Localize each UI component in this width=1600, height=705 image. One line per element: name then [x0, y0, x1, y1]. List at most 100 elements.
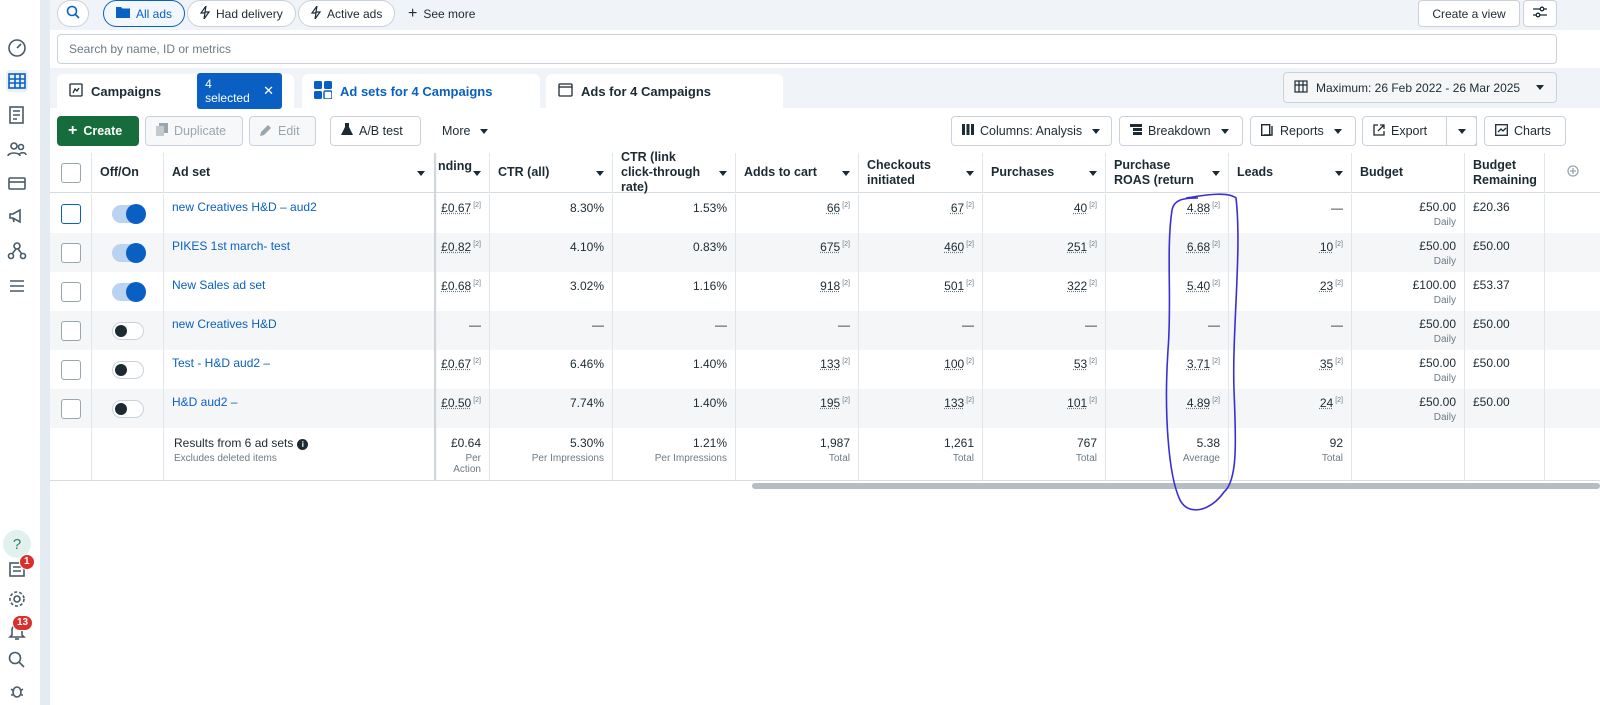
bug-report-icon[interactable]: [6, 680, 28, 702]
campaign-megaphone-icon[interactable]: [6, 205, 28, 227]
metric-value[interactable]: 4.89: [1186, 396, 1211, 410]
create-view-button[interactable]: Create a view: [1418, 0, 1520, 27]
billing-icon[interactable]: [6, 172, 28, 194]
view-settings-button[interactable]: [1523, 0, 1557, 27]
search-rail-icon[interactable]: [6, 649, 28, 671]
metric-value[interactable]: 501: [944, 279, 965, 293]
date-range-picker[interactable]: Maximum: 26 Feb 2022 - 26 Mar 2025: [1283, 72, 1557, 103]
tab-ads[interactable]: Ads for 4 Campaigns: [546, 74, 783, 108]
settings-gear-icon[interactable]: [6, 588, 28, 610]
header-checkouts-initiated[interactable]: Checkouts initiated: [859, 153, 983, 193]
budget-cell[interactable]: £50.00 Daily: [1352, 389, 1465, 428]
metric-value[interactable]: 35: [1319, 357, 1334, 371]
row-checkbox[interactable]: [61, 399, 81, 419]
metric-value[interactable]: £0.82: [441, 240, 472, 254]
export-options-dropdown[interactable]: [1446, 116, 1477, 146]
delivery-toggle[interactable]: [112, 282, 146, 302]
audiences-icon[interactable]: [6, 138, 28, 160]
metric-value[interactable]: 67: [950, 201, 965, 215]
metric-value[interactable]: 460: [944, 240, 965, 254]
metric-value[interactable]: 5.40: [1186, 279, 1211, 293]
metric-value[interactable]: 40: [1073, 201, 1088, 215]
dashboard-icon[interactable]: [6, 37, 28, 59]
delivery-toggle[interactable]: [112, 204, 146, 224]
active-ads-filter[interactable]: Active ads: [298, 0, 396, 27]
header-ctr-link[interactable]: CTR (link click-through rate): [613, 150, 736, 194]
metric-value[interactable]: 10: [1319, 240, 1334, 254]
horizontal-scrollbar[interactable]: [752, 483, 1600, 489]
metric-value[interactable]: 23: [1319, 279, 1334, 293]
budget-cell[interactable]: £100.00 Daily: [1352, 272, 1465, 311]
breakdown-button[interactable]: Breakdown: [1119, 116, 1243, 146]
metric-value[interactable]: 24: [1319, 396, 1334, 410]
search-toggle-button[interactable]: [57, 0, 89, 27]
metric-value[interactable]: 251: [1067, 240, 1088, 254]
tab-ad-sets[interactable]: Ad sets for 4 Campaigns: [302, 74, 540, 108]
metric-value[interactable]: 3.71: [1186, 357, 1211, 371]
had-delivery-filter[interactable]: Had delivery: [187, 0, 296, 27]
header-budget-remaining[interactable]: Budget Remaining: [1465, 153, 1545, 193]
header-cost-per-result[interactable]: nding: [436, 153, 490, 193]
delivery-toggle[interactable]: [112, 361, 144, 379]
metric-value[interactable]: 675: [820, 240, 841, 254]
delivery-toggle[interactable]: [112, 243, 146, 263]
all-ads-filter[interactable]: All ads: [103, 0, 186, 27]
header-ctr-all[interactable]: CTR (all): [490, 153, 613, 193]
header-budget[interactable]: Budget: [1352, 153, 1465, 193]
ad-set-name-link[interactable]: H&D aud2 –: [164, 389, 436, 428]
metric-value[interactable]: 195: [820, 396, 841, 410]
metric-value[interactable]: £0.50: [441, 396, 472, 410]
header-leads[interactable]: Leads: [1229, 153, 1352, 193]
info-icon[interactable]: i: [297, 439, 309, 450]
metric-value[interactable]: £0.68: [441, 279, 472, 293]
clear-selection-close-icon[interactable]: ✕: [263, 83, 274, 98]
row-checkbox[interactable]: [61, 321, 81, 341]
ad-set-name-link[interactable]: Test - H&D aud2 –: [164, 350, 436, 389]
search-input[interactable]: [57, 34, 1557, 64]
metric-value[interactable]: 100: [944, 357, 965, 371]
ab-test-button[interactable]: A/B test: [330, 116, 421, 146]
events-manager-icon[interactable]: [6, 240, 28, 262]
all-tools-menu-icon[interactable]: [6, 275, 28, 297]
row-checkbox[interactable]: [61, 204, 81, 224]
tab-campaigns[interactable]: Campaigns 4 selected ✕: [57, 73, 294, 109]
metric-value[interactable]: £0.67: [441, 201, 472, 215]
ad-set-name-link[interactable]: New Sales ad set: [164, 272, 436, 311]
metric-value[interactable]: 53: [1073, 357, 1088, 371]
delivery-toggle[interactable]: [112, 322, 144, 340]
budget-cell[interactable]: £50.00 Daily: [1352, 233, 1465, 272]
ad-set-name-link[interactable]: new Creatives H&D – aud2: [164, 194, 436, 233]
more-actions-button[interactable]: More: [432, 116, 496, 146]
help-icon[interactable]: ?: [3, 530, 31, 558]
metric-value[interactable]: 66: [826, 201, 841, 215]
metric-value[interactable]: 133: [820, 357, 841, 371]
delivery-toggle[interactable]: [112, 400, 144, 418]
metric-value[interactable]: 133: [944, 396, 965, 410]
metric-value[interactable]: 6.68: [1186, 240, 1211, 254]
row-checkbox[interactable]: [61, 282, 81, 302]
reports-button[interactable]: Reports: [1250, 116, 1356, 146]
metric-value[interactable]: 101: [1067, 396, 1088, 410]
header-ad-set[interactable]: Ad set: [164, 153, 436, 193]
edit-button[interactable]: Edit: [249, 116, 316, 146]
charts-button[interactable]: Charts: [1484, 116, 1566, 146]
create-button[interactable]: + Create: [57, 116, 139, 146]
budget-cell[interactable]: £50.00 Daily: [1352, 350, 1465, 389]
ad-set-name-link[interactable]: PIKES 1st march- test: [164, 233, 436, 272]
ads-manager-table-icon[interactable]: [6, 70, 28, 92]
budget-cell[interactable]: £50.00 Daily: [1352, 194, 1465, 233]
row-checkbox[interactable]: [61, 360, 81, 380]
metric-value[interactable]: £0.67: [441, 357, 472, 371]
budget-cell[interactable]: £50.00 Daily: [1352, 311, 1465, 350]
select-all-checkbox[interactable]: [61, 163, 81, 183]
ad-set-name-link[interactable]: new Creatives H&D: [164, 311, 436, 350]
metric-value[interactable]: 918: [820, 279, 841, 293]
see-more-filters-button[interactable]: + See more: [408, 4, 476, 22]
row-checkbox[interactable]: [61, 243, 81, 263]
add-column-button[interactable]: [1545, 153, 1600, 193]
selected-count-badge[interactable]: 4 selected ✕: [197, 73, 282, 109]
header-purchases[interactable]: Purchases: [983, 153, 1106, 193]
metric-value[interactable]: 4.88: [1186, 201, 1211, 215]
duplicate-button[interactable]: Duplicate: [145, 116, 243, 146]
metric-value[interactable]: 322: [1067, 279, 1088, 293]
